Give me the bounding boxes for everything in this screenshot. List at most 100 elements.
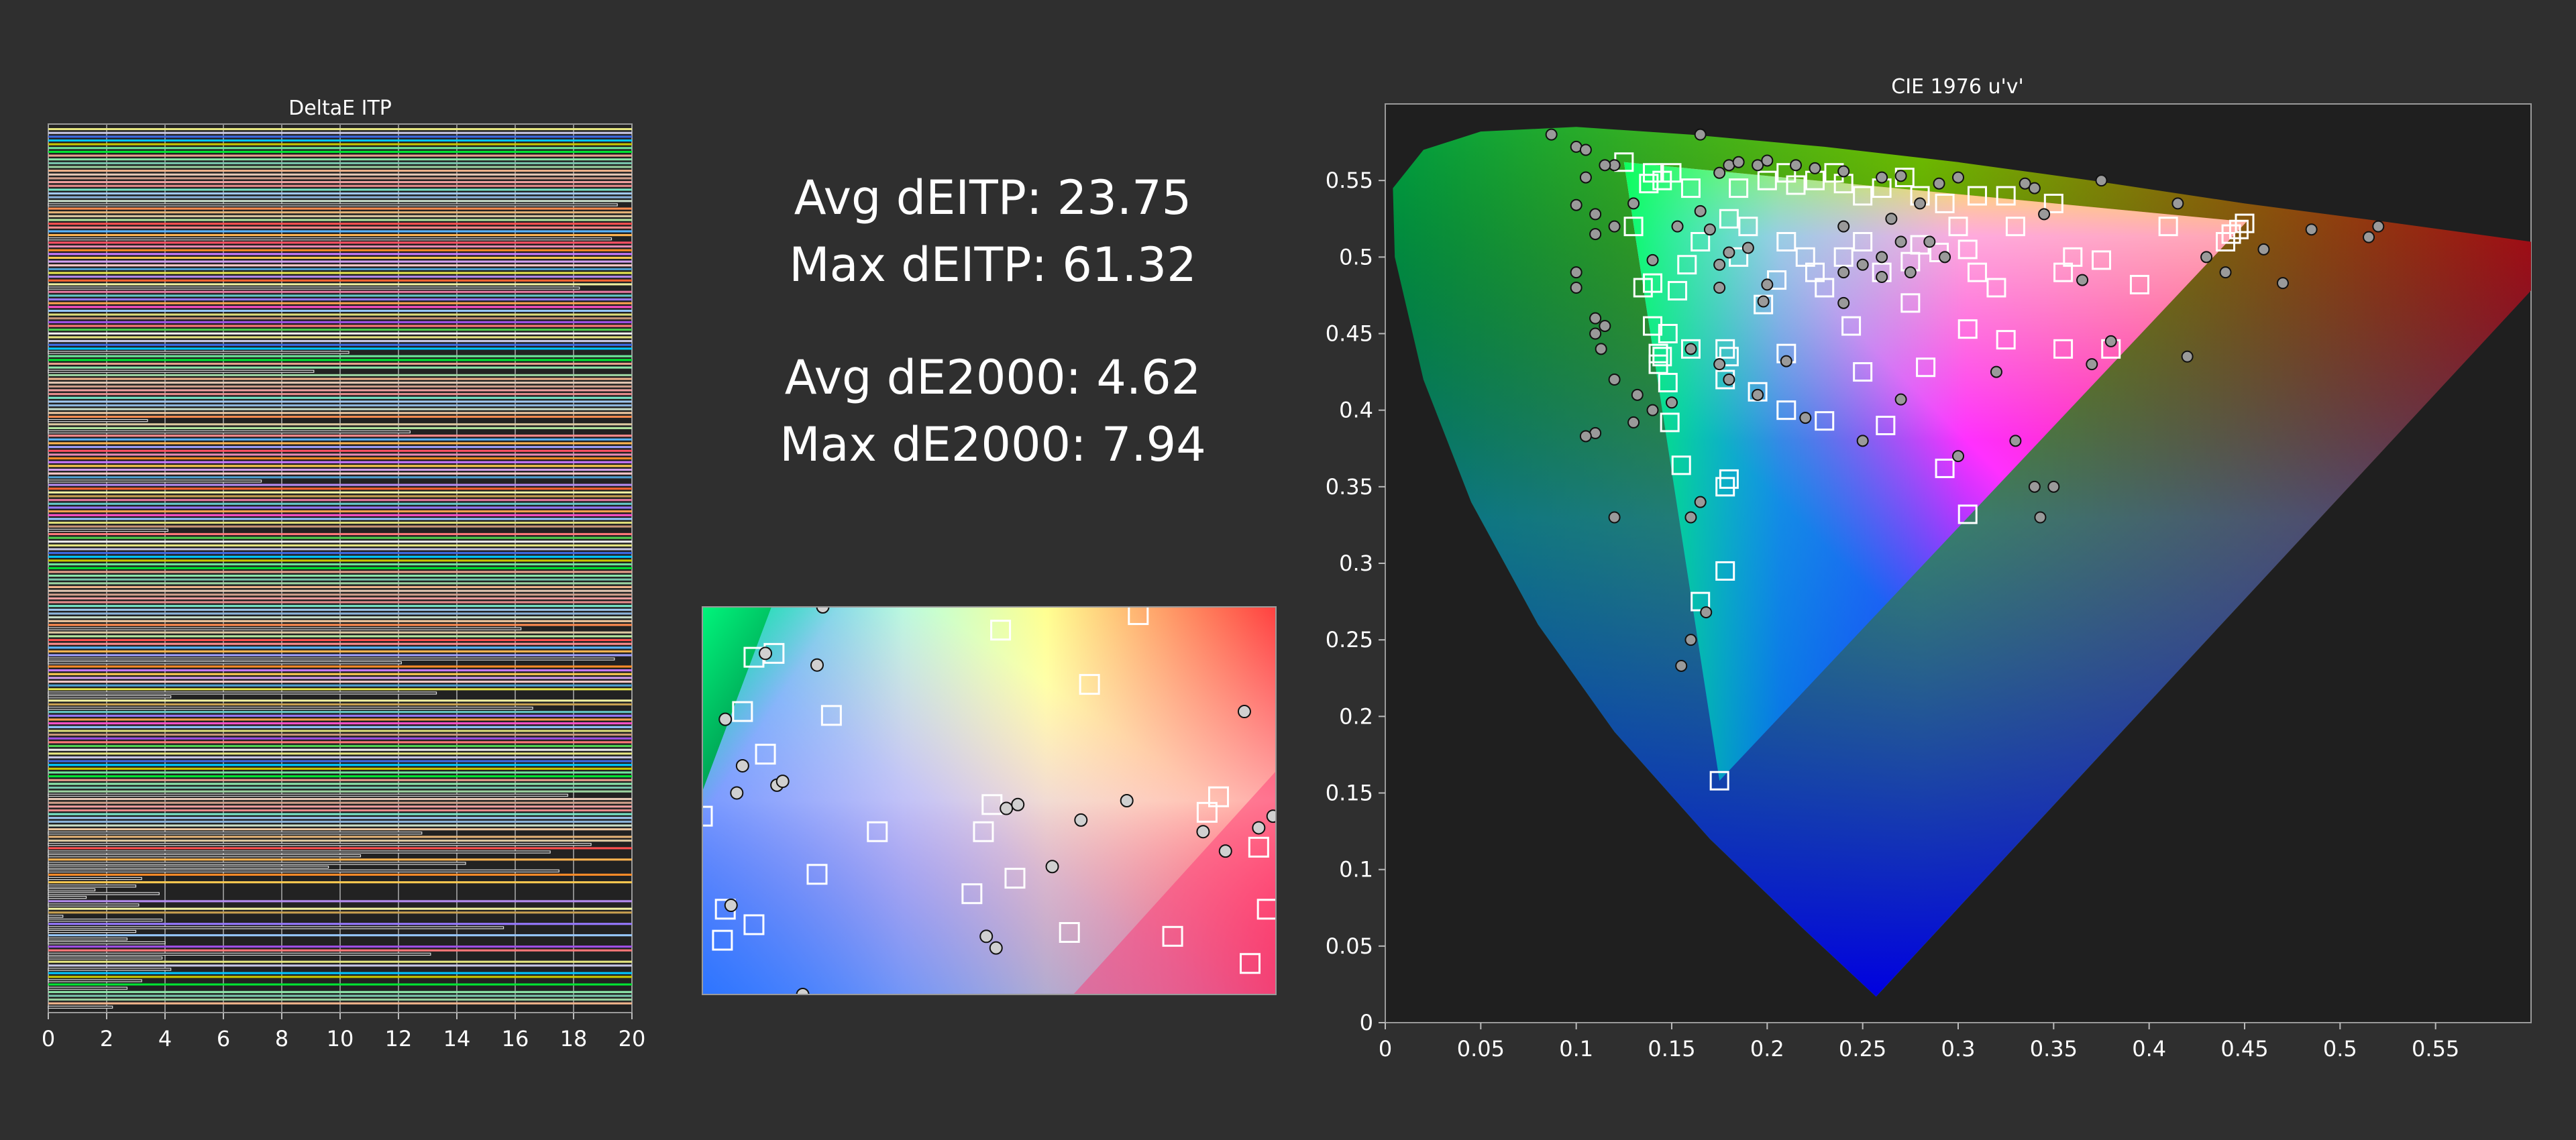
- cie-measured-point: [1666, 396, 1678, 409]
- itp-bar: [48, 188, 632, 191]
- zoom-measured-point: [1011, 797, 1025, 811]
- itp-bar: [48, 737, 632, 740]
- cie-measured-point: [2095, 174, 2108, 187]
- itp-bar: [48, 722, 632, 725]
- itp-bar: [48, 911, 632, 914]
- itp-x-tick-label: 0: [42, 1026, 55, 1051]
- cie-measured-point: [1579, 171, 1592, 184]
- itp-bar: [48, 536, 632, 539]
- itp-bar: [48, 449, 632, 452]
- cie-measured-point: [1876, 171, 1888, 184]
- itp-bar: [48, 616, 632, 619]
- cie-target-square: [1633, 278, 1653, 298]
- itp-bar: [48, 207, 632, 210]
- itp-bar: [48, 181, 632, 184]
- cie-measured-point: [1703, 223, 1716, 236]
- zoom-target-square: [1004, 868, 1026, 889]
- itp-bar: [48, 286, 580, 290]
- itp-bar: [48, 946, 632, 948]
- itp-bar: [48, 631, 632, 634]
- itp-bar: [48, 941, 166, 945]
- itp-bar: [48, 325, 632, 327]
- itp-bar: [48, 703, 632, 705]
- cie-target-square: [2092, 250, 2111, 270]
- itp-bar: [48, 476, 632, 479]
- cie-target-square: [1671, 455, 1691, 475]
- cie-y-tick-label: 0.35: [1326, 474, 1373, 500]
- itp-bar: [48, 426, 632, 429]
- cie-measured-point: [1608, 374, 1621, 386]
- itp-bar: [48, 139, 632, 142]
- cie-target-square: [1776, 232, 1796, 251]
- cie-target-square: [1719, 347, 1739, 367]
- cie-1976-chart: CIE 1976 u'v' 0 0.05 0.1 0.15 0.2 0.25 0.3 0.35…: [1326, 75, 2532, 1062]
- itp-bar: [48, 926, 504, 929]
- itp-bar: [48, 166, 632, 168]
- itp-bar: [48, 646, 632, 649]
- itp-bar: [48, 876, 142, 880]
- cie-target-square: [1643, 316, 1663, 336]
- cie-measured-point: [1589, 228, 1602, 241]
- itp-bar: [48, 442, 632, 445]
- itp-bar: [48, 532, 632, 535]
- itp-bar: [48, 170, 632, 172]
- itp-bar: [48, 540, 632, 543]
- cie-target-square: [1900, 293, 1921, 313]
- cie-measured-point: [1595, 343, 1607, 355]
- itp-bar: [48, 369, 315, 373]
- zoomed-gamut-chart: [702, 606, 1277, 995]
- itp-bar: [48, 483, 632, 486]
- avg-de2000-text: Avg dE2000: 4.62: [784, 350, 1201, 405]
- zoom-target-square: [1196, 801, 1218, 823]
- cie-target-square: [1935, 193, 1955, 213]
- cie-target-square: [1957, 504, 1978, 524]
- itp-bar: [48, 435, 632, 437]
- cie-measured-point: [1757, 295, 1770, 308]
- itp-bar: [48, 620, 632, 622]
- itp-bar: [48, 525, 632, 528]
- cie-measured-point: [1939, 251, 1951, 264]
- zoom-measured-point: [735, 758, 749, 773]
- itp-bar: [48, 642, 632, 645]
- itp-bar: [48, 256, 632, 259]
- zoom-measured-point: [724, 899, 738, 913]
- itp-bar: [48, 960, 632, 963]
- itp-bar: [48, 245, 632, 248]
- itp-bar: [48, 184, 632, 187]
- itp-bar: [48, 1005, 113, 1009]
- itp-x-tick-label: 14: [443, 1026, 471, 1051]
- cie-measured-point: [1570, 198, 1582, 211]
- cie-measured-point: [1761, 154, 1774, 167]
- cie-measured-point: [1700, 606, 1713, 619]
- cie-target-square: [1935, 458, 1955, 478]
- cie-measured-point: [1837, 296, 1850, 309]
- cie-target-square: [1776, 400, 1796, 420]
- cie-x-tick-label: 0.4: [2132, 1036, 2166, 1062]
- cie-measured-point: [1904, 266, 1917, 279]
- cie-measured-point: [1894, 235, 1907, 248]
- itp-bar: [48, 650, 632, 652]
- itp-bar: [48, 734, 632, 736]
- itp-bar: [48, 177, 632, 180]
- zoom-target-square: [755, 744, 776, 765]
- cie-target-square: [1853, 362, 1873, 382]
- cie-target-square: [1719, 469, 1739, 489]
- itp-bar: [48, 635, 632, 638]
- cie-x-tick-label: 0.15: [1648, 1036, 1695, 1062]
- cie-y-tick-label: 0.1: [1339, 857, 1373, 882]
- itp-bar: [48, 264, 632, 267]
- itp-bar: [48, 226, 632, 229]
- cie-measured-point: [2019, 177, 2031, 190]
- cie-measured-point: [1694, 205, 1707, 217]
- cie-x-tick-label: 0.45: [2220, 1036, 2268, 1062]
- cie-y-tick-label: 0: [1360, 1010, 1373, 1035]
- itp-bar: [48, 389, 632, 392]
- zoom-measured-point: [718, 712, 733, 726]
- cie-measured-point: [1579, 144, 1592, 156]
- cie-measured-point: [1646, 404, 1659, 416]
- itp-bar: [48, 824, 632, 827]
- cie-measured-point: [1608, 220, 1621, 233]
- itp-bar: [48, 430, 411, 434]
- itp-bar: [48, 279, 632, 282]
- cie-measured-point: [1856, 435, 1869, 447]
